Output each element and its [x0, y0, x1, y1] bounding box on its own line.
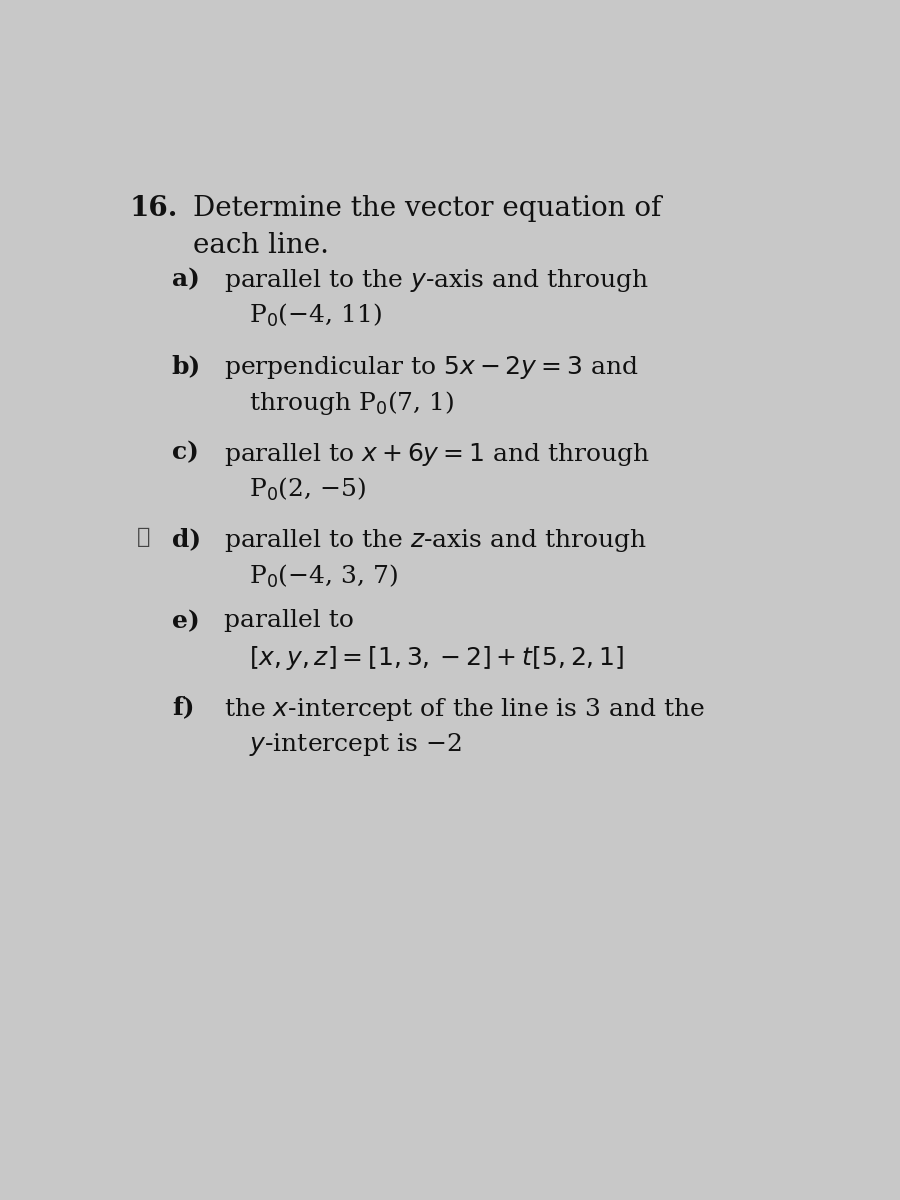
Text: d): d)	[172, 528, 201, 552]
Text: parallel to the $z$-axis and through: parallel to the $z$-axis and through	[224, 528, 647, 554]
Text: a): a)	[172, 266, 200, 290]
Text: parallel to the $y$-axis and through: parallel to the $y$-axis and through	[224, 266, 649, 294]
Text: parallel to: parallel to	[224, 608, 354, 631]
Text: 16.: 16.	[130, 194, 178, 222]
Text: ★: ★	[137, 526, 150, 547]
Text: each line.: each line.	[193, 232, 328, 259]
Text: e): e)	[172, 608, 200, 632]
Text: parallel to $x + 6y = 1$ and through: parallel to $x + 6y = 1$ and through	[224, 440, 650, 468]
Text: perpendicular to $5x - 2y = 3$ and: perpendicular to $5x - 2y = 3$ and	[224, 354, 639, 380]
Text: c): c)	[172, 440, 199, 464]
Text: P$_0$(2, −5): P$_0$(2, −5)	[248, 475, 365, 503]
Text: $y$-intercept is −2: $y$-intercept is −2	[248, 731, 461, 757]
Text: P$_0$(−4, 11): P$_0$(−4, 11)	[248, 302, 382, 329]
Text: P$_0$(−4, 3, 7): P$_0$(−4, 3, 7)	[248, 563, 398, 589]
Text: f): f)	[172, 696, 194, 720]
Text: Determine the vector equation of: Determine the vector equation of	[193, 194, 662, 222]
Text: through P$_0$(7, 1): through P$_0$(7, 1)	[248, 389, 454, 416]
Text: b): b)	[172, 354, 201, 378]
Text: $[x, y, z] = [1, 3, -2] + t[5, 2, 1]$: $[x, y, z] = [1, 3, -2] + t[5, 2, 1]$	[248, 644, 624, 672]
Text: the $x$-intercept of the line is 3 and the: the $x$-intercept of the line is 3 and t…	[224, 696, 705, 722]
